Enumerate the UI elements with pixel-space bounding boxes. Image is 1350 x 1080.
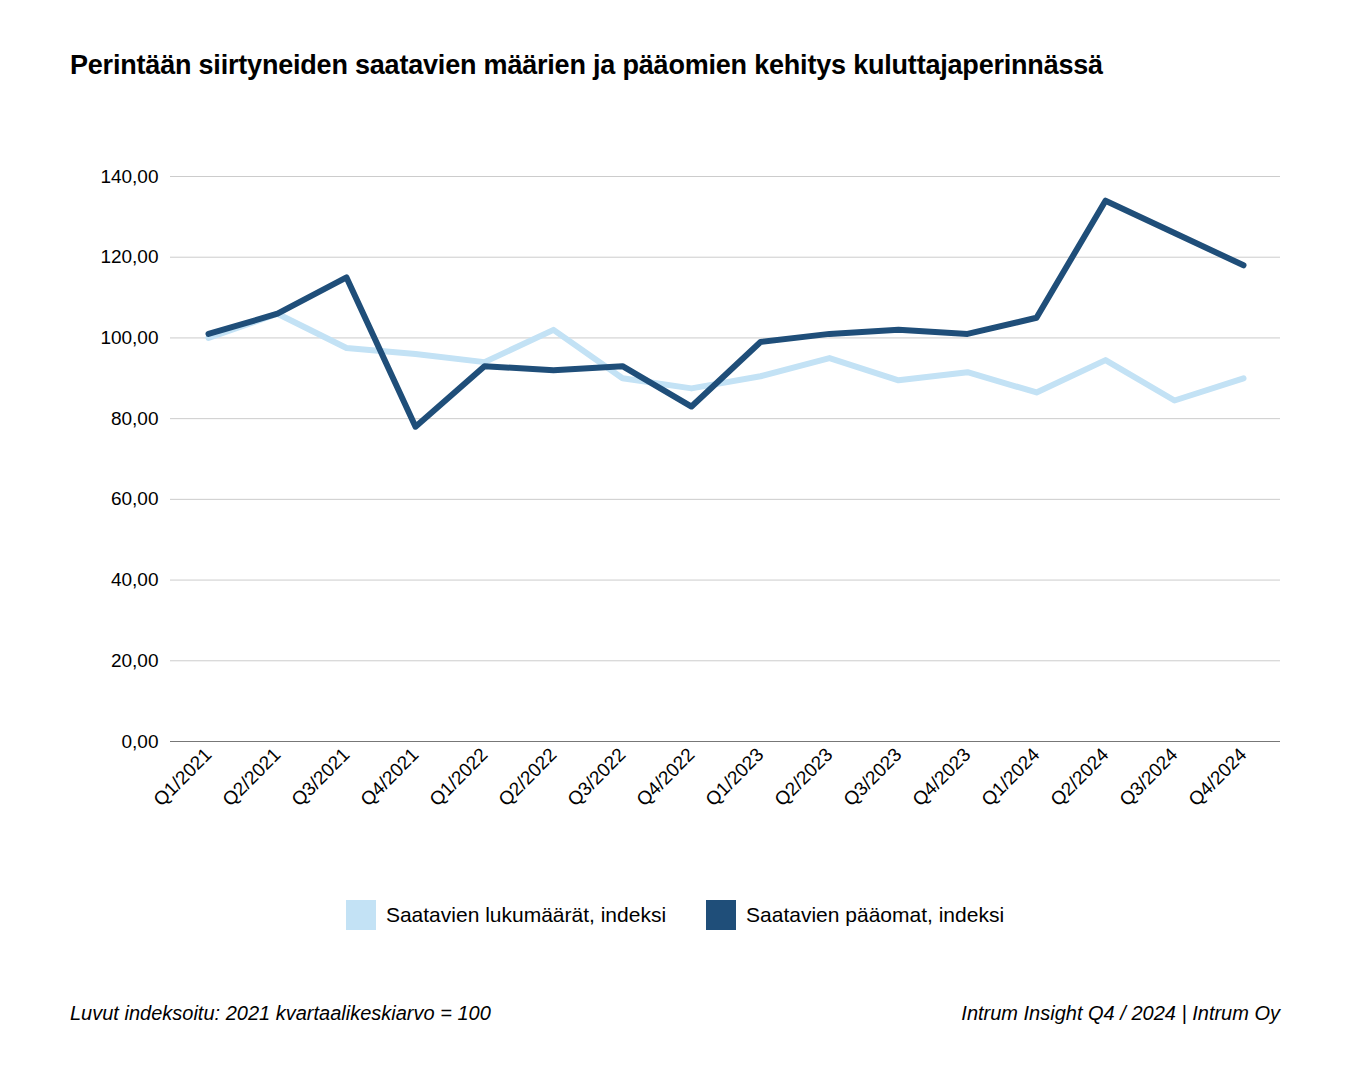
svg-text:Q3/2021: Q3/2021 [287,744,353,810]
svg-text:Q2/2023: Q2/2023 [770,744,836,810]
svg-text:0,00: 0,00 [122,731,159,752]
html-text:Saatavien pääomat, indeksi: Saatavien pääomat, indeksi [746,903,1005,926]
svg-text:120,00: 120,00 [100,246,158,267]
svg-text:Q1/2024: Q1/2024 [977,743,1044,810]
svg-text:Q3/2024: Q3/2024 [1115,743,1182,810]
svg-text:Q2/2024: Q2/2024 [1046,743,1113,810]
svg-text:80,00: 80,00 [111,408,159,429]
svg-text:40,00: 40,00 [111,569,159,590]
svg-text:Q4/2023: Q4/2023 [908,744,974,810]
html-text:Intrum Insight Q4 / 2024 | Int: Intrum Insight Q4 / 2024 | Intrum Oy [961,1002,1280,1024]
svg-text:100,00: 100,00 [100,327,158,348]
svg-text:Q3/2023: Q3/2023 [839,744,905,810]
svg-text:Q3/2022: Q3/2022 [563,744,629,810]
svg-text:Q1/2022: Q1/2022 [425,744,491,810]
svg-text:Q1/2021: Q1/2021 [149,744,215,810]
html-text:Luvut indeksoitu: 2021 kvartaa: Luvut indeksoitu: 2021 kvartaalikeskiarv… [70,1002,491,1024]
svg-text:Q4/2022: Q4/2022 [632,744,698,810]
svg-text:Q4/2021: Q4/2021 [356,744,422,810]
html-text:Saatavien lukumäärät, indeksi: Saatavien lukumäärät, indeksi [385,903,667,926]
svg-text:60,00: 60,00 [111,488,159,509]
svg-text:Q2/2022: Q2/2022 [494,744,560,810]
svg-text:Q1/2023: Q1/2023 [701,744,767,810]
svg-text:20,00: 20,00 [111,650,159,671]
html-text:Perintään siirtyneiden saatavi: Perintään siirtyneiden saatavien määrien… [70,50,1103,80]
svg-text:140,00: 140,00 [100,166,158,187]
svg-text:Q4/2024: Q4/2024 [1184,743,1251,810]
svg-text:Q2/2021: Q2/2021 [218,744,284,810]
